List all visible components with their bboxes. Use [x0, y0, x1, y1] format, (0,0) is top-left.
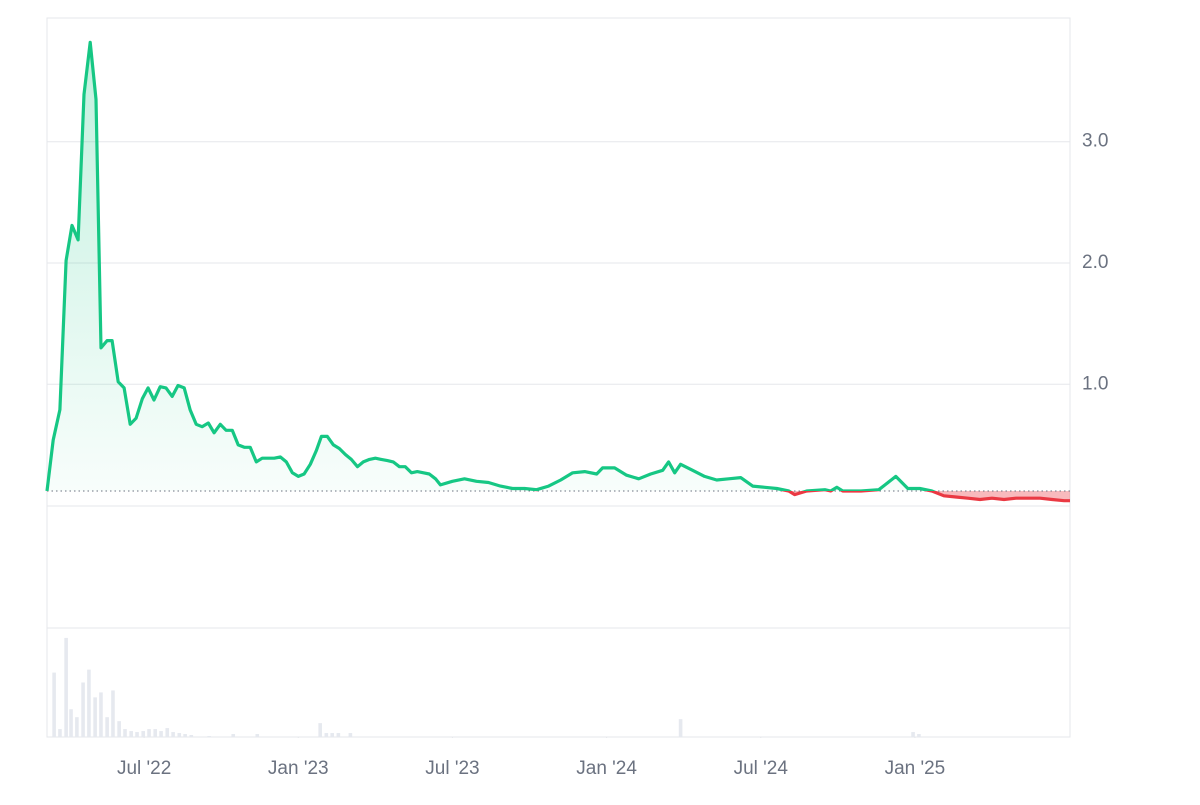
volume-bar [255, 734, 260, 737]
volume-bar [129, 731, 133, 737]
volume-bar [105, 717, 109, 737]
volume-bar [81, 682, 85, 737]
volume-bar [183, 734, 187, 737]
volume-bar [117, 721, 121, 737]
volume-bar [123, 729, 127, 737]
volume-bar [52, 672, 56, 737]
area [47, 42, 1070, 501]
y-tick-label: 3.0 [1082, 131, 1108, 152]
price-line [45, 40, 1070, 503]
volume-bar [348, 733, 353, 737]
volume-bar [93, 697, 97, 737]
volume-bar [99, 692, 103, 737]
x-tick-label: Jan '24 [576, 758, 637, 779]
y-tick-label: 2.0 [1082, 252, 1108, 273]
volume-bar [75, 717, 79, 737]
x-tick-label: Jan '23 [268, 758, 329, 779]
volume-bar [911, 732, 915, 737]
volume-bar [165, 728, 170, 737]
volume-bar [171, 732, 175, 737]
volume-bar [177, 733, 182, 737]
plot-frame [46, 17, 1071, 738]
volume-bar [189, 735, 194, 737]
x-tick-label: Jan '25 [885, 758, 946, 779]
volume-bar [917, 734, 921, 737]
volume-bar [64, 637, 68, 737]
volume-bar [330, 733, 334, 737]
volume-bar [147, 729, 151, 737]
volume-bar [159, 731, 163, 737]
volume-bar [58, 729, 62, 737]
volume-bar [87, 669, 91, 737]
x-tick-label: Jul '22 [117, 758, 171, 779]
volume-bar [111, 690, 115, 737]
volume-bar [153, 729, 158, 737]
volume-bar [231, 734, 236, 737]
y-tick-label: 1.0 [1082, 373, 1108, 394]
volume-bar [318, 723, 322, 737]
volume-bar [69, 709, 73, 737]
x-tick-label: Jul '23 [425, 758, 479, 779]
volume-bar [207, 736, 211, 737]
volume-bar [678, 719, 683, 737]
x-tick-label: Jul '24 [734, 758, 789, 779]
volume-bar [336, 733, 341, 737]
volume-bar [141, 731, 145, 737]
volume-bar [135, 732, 139, 737]
volume-bar [324, 733, 329, 737]
